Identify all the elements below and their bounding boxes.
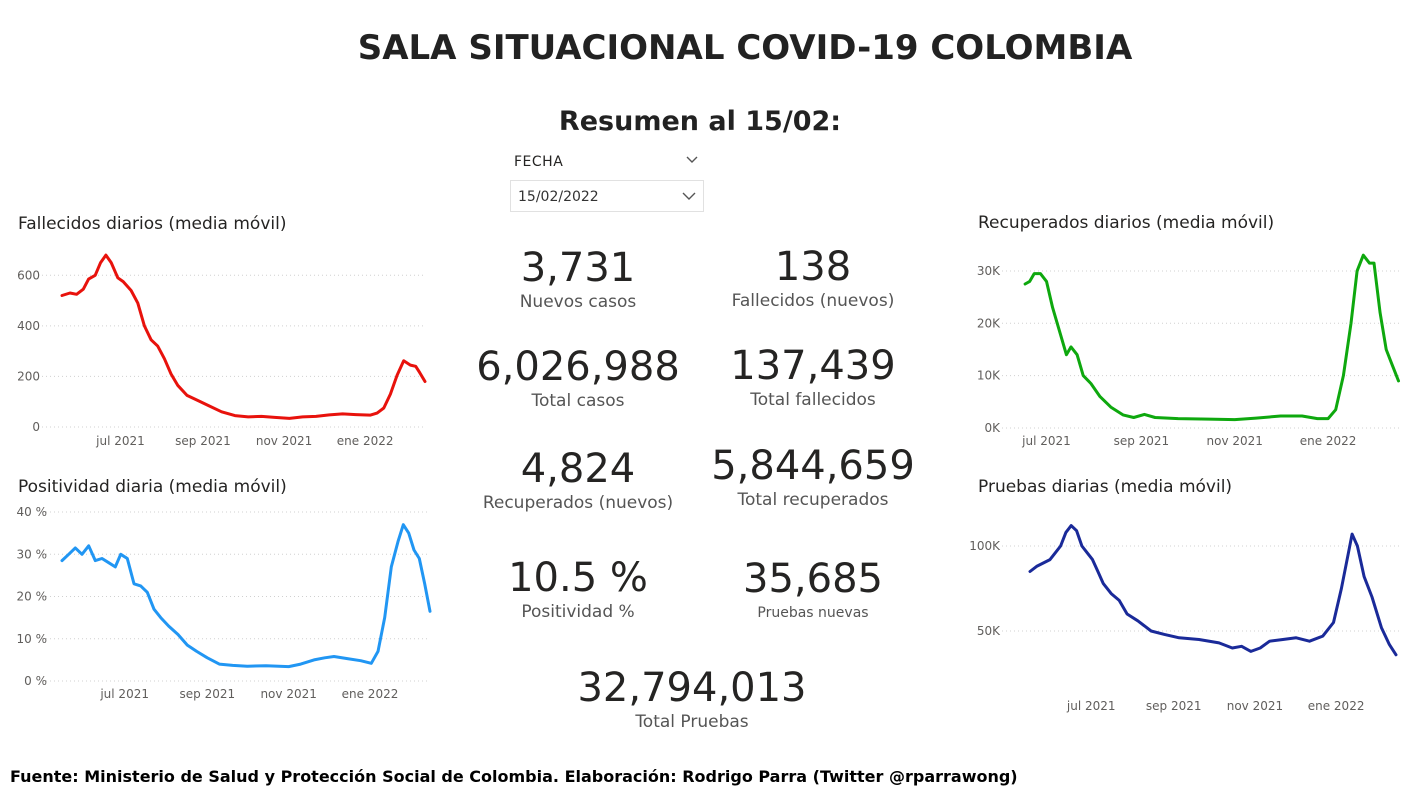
y-tick-label: 30K xyxy=(977,264,1001,278)
x-tick-label: nov 2021 xyxy=(1207,434,1263,448)
date-slicer-value: 15/02/2022 xyxy=(518,189,599,205)
kpi-recuperados-nuevos: 4,824 Recuperados (nuevos) xyxy=(458,446,698,514)
kpi-nuevos-casos: 3,731 Nuevos casos xyxy=(478,245,678,313)
kpi-total-recuperados: 5,844,659 Total recuperados xyxy=(683,443,943,511)
kpi-value: 35,685 xyxy=(743,556,883,602)
kpi-value: 10.5 % xyxy=(508,555,648,601)
x-tick-label: sep 2021 xyxy=(175,434,231,448)
chart-title-pruebas: Pruebas diarias (media móvil) xyxy=(978,477,1233,497)
series-line xyxy=(60,253,427,420)
kpi-value: 6,026,988 xyxy=(476,344,680,390)
kpi-value: 4,824 xyxy=(520,446,636,492)
x-tick-label: jul 2021 xyxy=(1021,434,1071,448)
y-tick-label: 10K xyxy=(977,369,1001,383)
chart-fallecidos: 0 200 400 600 jul 2021 sep 2021 nov 2021 ene 20… xyxy=(17,253,427,448)
y-tick-label: 0K xyxy=(984,421,1001,435)
chart-pruebas: 50K 100K jul 2021 sep 2021 nov 2021 ene 2022 xyxy=(969,524,1400,713)
x-tick-label: nov 2021 xyxy=(260,687,316,701)
kpi-label: Nuevos casos xyxy=(519,292,637,312)
x-tick-label: ene 2022 xyxy=(1308,699,1365,713)
y-tick-label: 40 % xyxy=(17,505,48,519)
chart-title-fallecidos: Fallecidos diarios (media móvil) xyxy=(18,214,287,234)
series-line xyxy=(60,523,432,669)
chart-title-positividad: Positividad diaria (media móvil) xyxy=(18,477,287,497)
kpi-label: Total casos xyxy=(531,391,625,411)
kpi-label: Positividad % xyxy=(521,602,635,622)
kpi-label: Total recuperados xyxy=(737,490,889,510)
kpi-label: Recuperados (nuevos) xyxy=(482,493,674,513)
chevron-down-icon[interactable] xyxy=(684,152,700,168)
kpi-label: Fallecidos (nuevos) xyxy=(731,291,895,311)
kpi-value: 3,731 xyxy=(520,245,636,291)
kpi-value: 137,439 xyxy=(730,343,896,389)
y-tick-label: 100K xyxy=(969,539,1001,553)
x-tick-label: sep 2021 xyxy=(1114,434,1170,448)
y-tick-label: 200 xyxy=(17,369,40,383)
x-tick-label: jul 2021 xyxy=(1066,699,1116,713)
kpi-total-fallecidos: 137,439 Total fallecidos xyxy=(693,343,933,411)
kpi-positividad: 10.5 % Positividad % xyxy=(478,555,678,623)
kpi-total-casos: 6,026,988 Total casos xyxy=(458,344,698,412)
page-subtitle: Resumen al 15/02: xyxy=(558,106,842,137)
chevron-down-icon xyxy=(682,192,696,200)
date-slicer-dropdown[interactable]: 15/02/2022 xyxy=(510,180,704,212)
slicer-label: FECHA xyxy=(514,154,564,170)
kpi-label: Total Pruebas xyxy=(635,712,749,732)
chart-recuperados: 0K 10K 20K 30K jul 2021 sep 2021 nov 2021 ene 2… xyxy=(977,253,1400,448)
y-tick-label: 20K xyxy=(977,316,1001,330)
kpi-total-pruebas: 32,794,013 Total Pruebas xyxy=(552,665,832,733)
x-tick-label: jul 2021 xyxy=(99,687,149,701)
kpi-value: 138 xyxy=(774,244,852,290)
x-tick-label: ene 2022 xyxy=(342,687,399,701)
y-tick-label: 50K xyxy=(977,624,1001,638)
x-tick-label: sep 2021 xyxy=(1146,699,1202,713)
chart-title-recuperados: Recuperados diarios (media móvil) xyxy=(978,213,1275,233)
x-tick-label: nov 2021 xyxy=(256,434,312,448)
kpi-label: Total fallecidos xyxy=(750,390,876,410)
y-tick-label: 20 % xyxy=(17,590,48,604)
x-tick-label: jul 2021 xyxy=(95,434,145,448)
series-line xyxy=(1023,253,1400,422)
chart-positividad: 0 % 10 % 20 % 30 % 40 % jul 2021 sep 2021 nov 2… xyxy=(17,505,432,701)
kpi-value: 32,794,013 xyxy=(577,665,807,711)
page-title: SALA SITUACIONAL COVID-19 COLOMBIA xyxy=(357,28,1133,68)
x-tick-label: ene 2022 xyxy=(337,434,394,448)
kpi-label: Pruebas nuevas xyxy=(757,605,869,621)
y-tick-label: 0 % xyxy=(24,674,47,688)
x-tick-label: sep 2021 xyxy=(180,687,236,701)
kpi-fallecidos-nuevos: 138 Fallecidos (nuevos) xyxy=(713,244,913,312)
y-tick-label: 600 xyxy=(17,268,40,282)
y-tick-label: 10 % xyxy=(17,632,48,646)
series-line xyxy=(1028,524,1398,657)
kpi-pruebas-nuevas: 35,685 Pruebas nuevas xyxy=(713,556,913,624)
x-tick-label: nov 2021 xyxy=(1227,699,1283,713)
y-tick-label: 0 xyxy=(32,420,40,434)
footer-source: Fuente: Ministerio de Salud y Protección… xyxy=(10,767,1018,786)
kpi-value: 5,844,659 xyxy=(711,443,915,489)
y-tick-label: 30 % xyxy=(17,547,48,561)
x-tick-label: ene 2022 xyxy=(1300,434,1357,448)
y-tick-label: 400 xyxy=(17,319,40,333)
